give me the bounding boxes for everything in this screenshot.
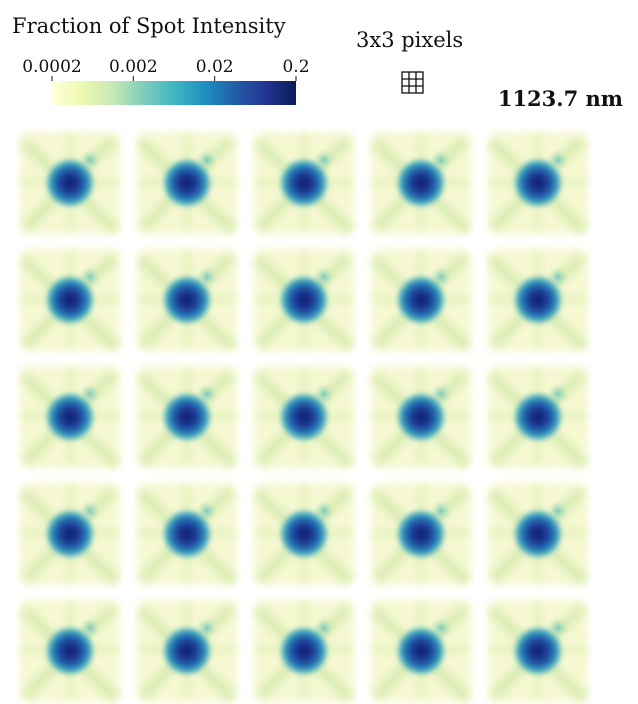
spot-tile <box>136 483 238 586</box>
colorbar-title: Fraction of Spot Intensity <box>12 14 286 38</box>
spot-tile <box>19 249 121 352</box>
spot-tile <box>487 249 589 352</box>
colorbar-tick-label: 0.2 <box>282 57 309 77</box>
spot-tile <box>370 132 472 235</box>
spot-tile <box>487 483 589 586</box>
spot-tile <box>370 249 472 352</box>
spot-tile <box>487 600 589 703</box>
spot-grid <box>19 132 589 703</box>
colorbar-tick-label: 0.02 <box>196 57 234 77</box>
pixel-grid-icon <box>401 71 424 94</box>
spot-tile <box>19 366 121 469</box>
spot-tile <box>136 132 238 235</box>
spot-tile <box>370 366 472 469</box>
pixel-label: 3x3 pixels <box>356 28 463 52</box>
spot-tile <box>136 249 238 352</box>
spot-tile <box>370 483 472 586</box>
colorbar-tick-label: 0.002 <box>109 57 158 77</box>
spot-tile <box>136 600 238 703</box>
spot-tile <box>487 366 589 469</box>
spot-tile <box>253 249 355 352</box>
spot-tile <box>136 366 238 469</box>
spot-tile <box>19 600 121 703</box>
spot-tile <box>253 600 355 703</box>
spot-tile <box>487 132 589 235</box>
spot-tile <box>370 600 472 703</box>
spot-tile <box>19 483 121 586</box>
spot-tile <box>253 483 355 586</box>
spot-tile <box>19 132 121 235</box>
spot-tile <box>253 366 355 469</box>
scale-label: 1123.7 nm <box>498 86 623 111</box>
colorbar <box>52 81 296 105</box>
spot-tile <box>253 132 355 235</box>
colorbar-tick-label: 0.0002 <box>22 57 81 77</box>
